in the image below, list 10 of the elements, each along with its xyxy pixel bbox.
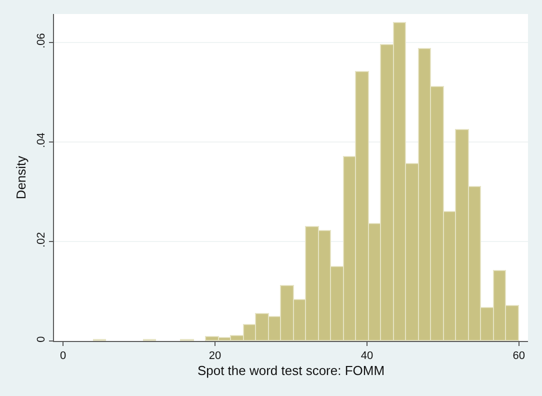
x-tick-label: 20	[208, 350, 222, 362]
x-tick-label: 0	[60, 350, 66, 362]
x-tick-label: 40	[360, 350, 374, 362]
y-tick-label: 0	[36, 336, 48, 342]
y-tick-label: .02	[36, 232, 48, 248]
y-axis-title: Density	[14, 155, 29, 200]
x-tick-label: 60	[512, 350, 526, 362]
y-tick-label: .04	[36, 132, 48, 148]
y-tick-label: .06	[36, 33, 48, 48]
x-axis-title: Spot the word test score: FOMM	[197, 362, 385, 378]
